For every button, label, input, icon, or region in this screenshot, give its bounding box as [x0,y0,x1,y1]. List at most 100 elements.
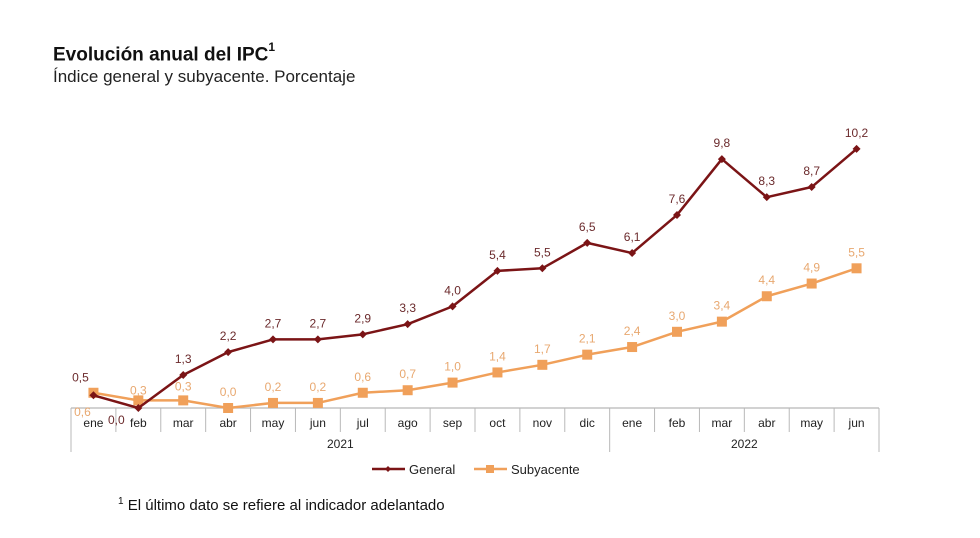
data-point-subyacente [761,291,772,302]
x-tick-label: feb [669,416,686,430]
data-label-general: 2,7 [265,316,282,330]
x-axis: ene feb mar abr may jun jul ago sep oct nov dic ene f… [70,407,880,452]
data-point-general [224,348,233,357]
data-label-general: 1,3 [175,352,192,366]
x-tick-label: feb [130,416,147,430]
data-point-subyacente [223,403,234,413]
data-label-subyacente: 0,6 [74,405,91,419]
year-group-label: 2021 [327,437,354,451]
data-label-subyacente: 0,6 [354,370,371,384]
x-tick-label: ago [398,416,418,430]
series-line-subyacente [93,267,857,410]
data-label-general: 2,2 [220,329,237,343]
data-point-general [179,370,188,379]
data-point-general [762,193,771,202]
data-point-subyacente [672,326,682,337]
x-tick-label: ene [622,416,642,430]
data-point-subyacente [178,395,189,406]
data-label-subyacente: 0,7 [399,367,416,381]
legend-label-subyacente: Subyacente [511,462,580,477]
data-label-subyacente: 0,2 [265,380,282,394]
data-point-general [448,302,457,311]
data-point-general [538,264,547,273]
x-tick-label: abr [758,416,775,430]
data-point-general [852,144,861,153]
x-tick-label: may [800,416,823,430]
data-point-general [673,210,681,219]
data-label-subyacente: 4,4 [758,273,775,287]
data-labels: 0,5 0,0 1,3 2,2 2,7 2,7 2,9 3,3 4,0 5,4 5,5 6,5 6,1 7… [72,126,868,427]
data-label-subyacente: 4,9 [803,261,820,275]
data-point-general [358,330,367,339]
legend: General Subyacente [372,462,580,477]
data-label-subyacente: 1,4 [489,349,506,363]
data-label-general: 5,4 [489,248,506,262]
data-point-general [493,266,502,275]
footnote-marker: 1 [118,496,124,507]
x-tick-label: jun [309,416,326,430]
legend-marker-subyacente [486,465,494,473]
data-label-subyacente: 2,4 [624,324,641,338]
data-label-general: 0,0 [108,413,125,427]
data-point-general [403,320,412,329]
data-point-subyacente [492,367,503,378]
chart-subtitle: Índice general y subyacente. Porcentaje [53,67,356,86]
data-point-general [628,249,637,258]
series-line-general [93,147,858,410]
data-label-general: 8,7 [803,164,820,178]
data-point-general [134,404,143,412]
data-point-subyacente [357,387,368,398]
data-label-subyacente: 2,1 [579,332,596,346]
legend-marker-general [385,466,391,472]
x-tick-label: sep [443,416,463,430]
data-point-subyacente [268,397,278,408]
data-label-general: 0,5 [72,370,89,384]
x-tick-label: nov [533,416,552,430]
data-label-general: 8,3 [758,174,775,188]
data-point-subyacente [537,359,548,370]
data-label-subyacente: 1,7 [534,342,551,356]
data-label-general: 9,8 [714,136,731,150]
data-point-general [583,238,592,247]
legend-label-general: General [409,462,455,477]
x-tick-label: jul [356,416,369,430]
data-point-subyacente [806,278,817,289]
data-label-subyacente: 0,2 [310,380,327,394]
footnote-text: El último dato se refiere al indicador a… [127,497,445,514]
data-point-subyacente [402,385,413,396]
data-label-subyacente: 0,3 [175,379,192,393]
data-point-general [89,391,98,400]
x-tick-label: jun [848,416,865,430]
data-point-subyacente [312,397,323,408]
data-point-subyacente [582,349,593,360]
data-point-general [269,335,277,344]
data-label-general: 2,7 [310,316,327,330]
year-group-label: 2022 [731,437,758,451]
data-point-subyacente [716,316,727,327]
chart-title: Evolución anual del IPC1 [53,40,276,66]
data-label-general: 6,1 [624,230,641,244]
data-label-subyacente: 5,5 [848,245,865,259]
data-label-subyacente: 3,0 [669,309,686,323]
data-label-subyacente: 0,0 [220,385,237,399]
x-tick-label: abr [219,416,236,430]
data-point-subyacente [447,377,458,388]
data-label-general: 3,3 [399,301,416,315]
data-point-general [313,335,322,344]
x-tick-label: dic [580,416,595,430]
data-label-subyacente: 1,0 [444,360,461,374]
data-label-general: 2,9 [354,311,371,325]
data-point-subyacente [133,395,144,406]
title-footnote-marker: 1 [268,40,276,54]
data-label-subyacente: 3,4 [714,299,731,313]
data-label-general: 10,2 [845,126,869,140]
data-point-subyacente [851,263,862,274]
data-point-subyacente [627,342,638,353]
x-tick-label: ene [83,416,103,430]
data-label-subyacente: 0,3 [130,383,147,397]
footnote: 1 El último dato se refiere al indicador… [118,496,445,514]
x-tick-label: mar [712,416,733,430]
data-label-general: 7,6 [669,192,686,206]
chart-title-text: Evolución anual del IPC [53,44,269,66]
